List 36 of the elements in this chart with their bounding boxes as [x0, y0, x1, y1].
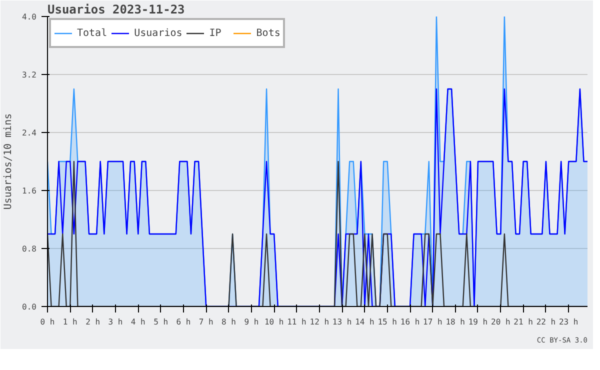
x-tick-label: 12 h: [310, 318, 330, 326]
x-tick-label: 10 h: [264, 318, 284, 326]
chart-title: Usuarios 2023-11-23: [48, 2, 185, 16]
legend-label: Total: [77, 28, 108, 38]
x-tick-label: 22 h: [536, 318, 556, 326]
x-tick-label: 6 h: [176, 318, 191, 326]
y-tick-label: 4.0: [22, 12, 37, 22]
y-tick-label: 1.6: [22, 186, 37, 196]
legend-label: Usuarios: [134, 28, 182, 38]
x-tick-label: 8 h: [222, 318, 236, 326]
x-tick-label: 7 h: [198, 318, 214, 326]
x-tick-label: 20 h: [491, 318, 510, 326]
x-tick-label: 0 h: [40, 318, 55, 326]
x-tick-label: 3 h: [108, 318, 123, 326]
legend-label: Bots: [256, 28, 280, 38]
x-tick-label: 23 h: [558, 318, 578, 326]
x-tick-label: 18 h: [446, 318, 466, 326]
y-tick-label: 0.8: [22, 244, 37, 254]
y-tick-label: 3.2: [22, 70, 37, 80]
y-axis-title: Usuarios/10 mins: [3, 113, 14, 210]
x-tick-label: 21 h: [514, 318, 534, 326]
x-tick-label: 17 h: [423, 318, 442, 326]
x-tick-label: 9 h: [244, 318, 259, 326]
x-tick-label: 19 h: [468, 318, 488, 326]
x-tick-label: 4 h: [130, 318, 146, 326]
legend-label: IP: [209, 28, 222, 38]
x-tick-label: 1 h: [62, 318, 78, 326]
x-tick-label: 5 h: [154, 318, 168, 326]
y-tick-label: 0.0: [22, 302, 37, 312]
x-tick-label: 2 h: [86, 318, 100, 326]
x-tick-label: 16 h: [400, 318, 420, 326]
y-tick-label: 2.4: [22, 128, 37, 138]
x-tick-label: 14 h: [355, 318, 375, 326]
x-tick-label: 11 h: [287, 318, 307, 326]
x-tick-label: 15 h: [378, 318, 398, 326]
x-tick-label: 13 h: [332, 318, 352, 326]
